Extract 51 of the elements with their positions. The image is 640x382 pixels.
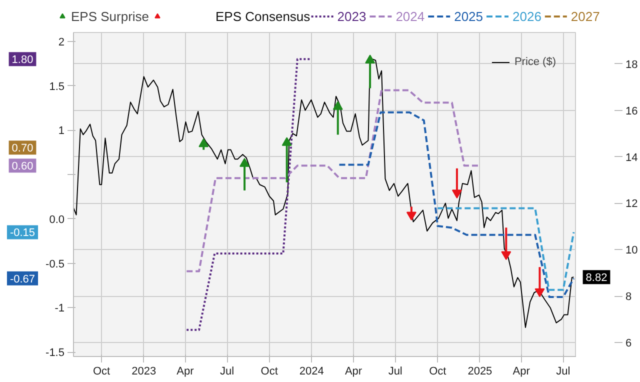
legend-label: 2026 bbox=[512, 9, 542, 24]
line-series bbox=[338, 111, 575, 298]
legend-title: EPS Consensus bbox=[216, 9, 311, 24]
y2-tick-label: 8 bbox=[626, 291, 632, 304]
y2-tick-label: 14 bbox=[626, 152, 638, 164]
legend-label: 2023 bbox=[337, 9, 366, 24]
y2-tick-label: 12 bbox=[626, 198, 638, 210]
x-tick-label: Apr bbox=[176, 366, 194, 378]
point bbox=[452, 190, 462, 198]
point bbox=[198, 138, 209, 148]
text: 1.80 bbox=[12, 54, 34, 66]
y2-tick-label: 16 bbox=[626, 105, 638, 118]
x-tick-label: 2023 bbox=[132, 366, 156, 378]
text: -0.15 bbox=[10, 227, 36, 240]
point bbox=[501, 251, 512, 260]
point bbox=[282, 137, 292, 146]
x-tick-label: Jul bbox=[556, 366, 570, 378]
legend-label: 2024 bbox=[396, 9, 425, 24]
x-tick-label: Apr bbox=[344, 366, 362, 378]
x-tick-label: Oct bbox=[92, 366, 110, 378]
line-series bbox=[186, 89, 480, 272]
x-tick-label: Apr bbox=[512, 366, 530, 378]
legend-label: 2025 bbox=[454, 9, 484, 24]
y2-tick-label: 6 bbox=[626, 338, 632, 350]
point bbox=[534, 288, 545, 298]
text: -0.67 bbox=[10, 273, 36, 286]
y-tick-label: -1 bbox=[54, 302, 64, 315]
point bbox=[332, 101, 343, 110]
y-tick-label: 2 bbox=[58, 36, 65, 48]
x-tick-label: 2025 bbox=[468, 366, 492, 378]
y-tick-label: 1.5 bbox=[49, 80, 65, 93]
x-tick-label: 2024 bbox=[299, 366, 324, 378]
x-tick-label: Oct bbox=[429, 366, 446, 378]
x-tick-label: Jul bbox=[388, 366, 402, 378]
y-tick-label: 0.0 bbox=[49, 214, 65, 226]
y-tick-label: 1 bbox=[58, 125, 65, 138]
point bbox=[365, 54, 376, 64]
y2-tick-label: 10 bbox=[626, 244, 638, 257]
text: 0.70 bbox=[12, 142, 34, 155]
y-tick-label: -0.5 bbox=[46, 258, 65, 270]
x-tick-label: Jul bbox=[220, 366, 234, 378]
point bbox=[240, 158, 250, 167]
data-label: 8.82 bbox=[586, 272, 608, 284]
point bbox=[406, 212, 416, 221]
text: 0.60 bbox=[12, 160, 34, 173]
legend-label: 2027 bbox=[570, 9, 600, 24]
legend-label: Price ($) bbox=[514, 56, 556, 68]
x-tick-label: Oct bbox=[260, 366, 278, 378]
legend-label: EPS Surprise bbox=[71, 8, 150, 24]
y2-tick-label: 18 bbox=[626, 58, 638, 71]
y-tick-label: -1.5 bbox=[46, 347, 65, 360]
